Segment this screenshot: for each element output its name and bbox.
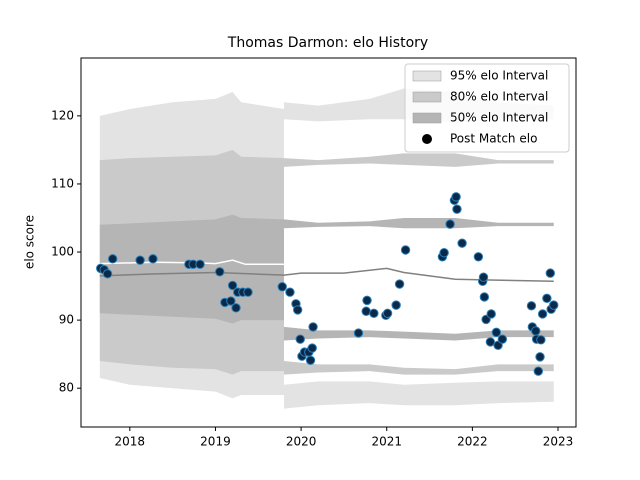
elo-point	[537, 309, 548, 319]
plot-content	[95, 88, 559, 409]
elo-point	[391, 300, 401, 310]
elo-point	[451, 192, 461, 202]
elo-point	[497, 334, 508, 344]
elo-point	[305, 355, 316, 365]
y-tick-label: 90	[59, 313, 74, 327]
legend-label: 95% elo Interval	[450, 69, 548, 83]
elo-point	[536, 335, 546, 345]
legend-swatch	[412, 70, 442, 82]
elo-point	[457, 238, 467, 248]
elo-point	[445, 219, 455, 229]
elo-point	[452, 204, 462, 214]
elo-point	[285, 287, 295, 297]
x-tick-label: 2023	[543, 435, 574, 449]
interval-band	[99, 214, 284, 324]
interval-band	[283, 381, 554, 409]
elo-point	[308, 322, 318, 332]
elo-point	[486, 309, 496, 319]
elo-point	[135, 255, 145, 265]
interval-band	[283, 217, 554, 229]
x-tick-label: 2020	[286, 435, 317, 449]
elo-point	[533, 366, 544, 376]
x-tick-label: 2021	[371, 435, 402, 449]
elo-point	[439, 248, 449, 258]
elo-point	[394, 279, 405, 289]
elo-point	[545, 268, 556, 278]
elo-point	[526, 301, 537, 311]
elo-point	[382, 308, 393, 319]
y-tick-label: 80	[59, 381, 74, 395]
elo-point	[102, 269, 113, 279]
elo-point	[549, 300, 559, 310]
legend-marker	[422, 134, 432, 144]
legend-label: 80% elo Interval	[450, 90, 548, 104]
x-tick-label: 2018	[115, 435, 146, 449]
legend-swatch	[412, 91, 442, 103]
elo-point	[400, 245, 411, 255]
legend-swatch	[412, 112, 442, 124]
elo-point	[277, 282, 287, 292]
elo-point	[107, 254, 118, 264]
y-tick-label: 120	[51, 108, 74, 122]
elo-point	[195, 259, 205, 269]
elo-point	[307, 343, 317, 353]
interval-band	[283, 326, 554, 341]
y-axis-label: elo score	[23, 215, 37, 269]
elo-point	[362, 295, 372, 306]
y-tick-label: 110	[51, 176, 74, 190]
interval-band	[283, 360, 554, 375]
elo-point	[473, 252, 484, 262]
elo-point	[531, 326, 541, 336]
elo-point	[295, 334, 305, 344]
elo-point	[485, 337, 496, 347]
elo-point	[215, 267, 225, 277]
legend-label: 50% elo Interval	[450, 111, 548, 125]
y-tick-label: 100	[51, 245, 74, 259]
chart-title: Thomas Darmon: elo History	[227, 35, 428, 51]
x-tick-label: 2019	[200, 435, 231, 449]
elo-point	[535, 352, 545, 362]
elo-point	[231, 303, 241, 313]
interval-band	[283, 153, 554, 167]
elo-point	[226, 296, 236, 306]
legend-label: Post Match elo	[450, 132, 537, 146]
elo-point	[353, 328, 364, 338]
elo-point	[227, 280, 238, 291]
mean-line	[99, 267, 554, 283]
elo-point	[478, 272, 489, 282]
elo-point	[491, 327, 502, 338]
elo-point	[292, 305, 303, 315]
elo-point	[479, 292, 490, 302]
elo-point	[148, 254, 158, 264]
elo-point	[542, 293, 552, 304]
x-tick-label: 2022	[457, 435, 488, 449]
axes-frame	[80, 57, 577, 428]
legend-box	[404, 63, 570, 153]
elo-point	[243, 287, 253, 297]
legend: 95% elo Interval 80% elo Interval 50% elo …	[404, 63, 570, 153]
elo-point	[369, 308, 379, 319]
elo-point	[361, 306, 371, 316]
